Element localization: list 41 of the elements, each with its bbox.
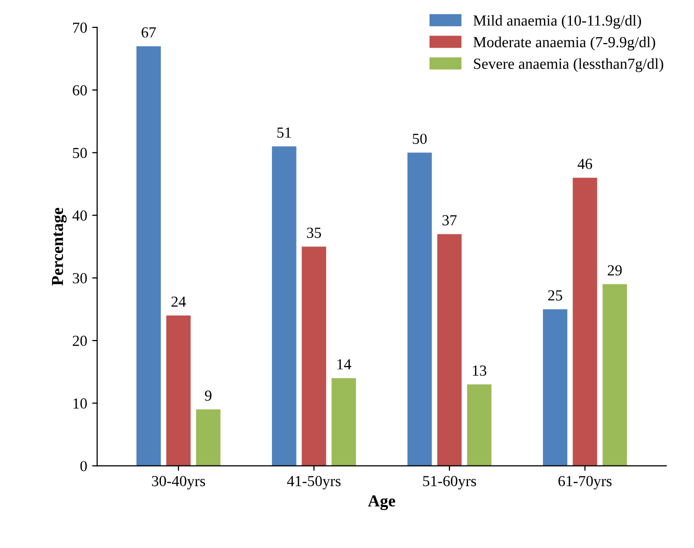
bar: [602, 284, 627, 466]
x-tick-label: 41-50yrs: [287, 476, 341, 490]
data-label: 51: [277, 128, 291, 138]
bar: [542, 309, 568, 466]
data-label: 25: [548, 290, 562, 301]
bar: [407, 152, 432, 466]
x-axis-title: Age: [368, 495, 396, 510]
x-tick-label: 61-70yrs: [558, 476, 612, 490]
bar: [332, 378, 356, 466]
x-tick-label: 30-40yrs: [152, 476, 206, 490]
y-tick-label: 60: [72, 85, 87, 96]
y-tick-label: 50: [73, 148, 87, 158]
y-tick-label: 40: [72, 210, 87, 221]
x-tick-label: 51-60yrs: [423, 476, 476, 490]
data-label: 67: [142, 27, 156, 38]
bar: [166, 315, 191, 466]
y-tick-label: 70: [73, 22, 87, 33]
data-label: 29: [608, 265, 622, 276]
data-label: 35: [307, 228, 321, 238]
y-tick-label: 10: [74, 398, 87, 409]
y-tick-label: 30: [72, 273, 87, 284]
bar: [196, 409, 220, 466]
bar: [437, 234, 462, 466]
bar: [467, 384, 492, 466]
data-label: 9: [204, 390, 212, 401]
data-label: 50: [412, 134, 427, 144]
data-label: 13: [472, 365, 486, 376]
bar: [572, 178, 598, 466]
legend-label: Mild anaemia (10-11.9g/dl): [473, 14, 642, 29]
data-label: 46: [578, 158, 592, 170]
data-label: 24: [171, 296, 186, 307]
y-axis-title: Percentage: [52, 208, 67, 286]
y-tick-label: 0: [80, 460, 87, 472]
y-tick-label: 20: [72, 336, 87, 346]
legend-label: Severe anaemia (lessthan7g/dl): [474, 58, 664, 72]
data-label: 37: [442, 215, 457, 226]
bar: [302, 246, 326, 466]
data-label: 14: [337, 359, 352, 370]
legend-label: Moderate anaemia (7-9.9g/dl): [473, 36, 656, 50]
bar: [272, 146, 296, 466]
bar: [136, 46, 161, 466]
